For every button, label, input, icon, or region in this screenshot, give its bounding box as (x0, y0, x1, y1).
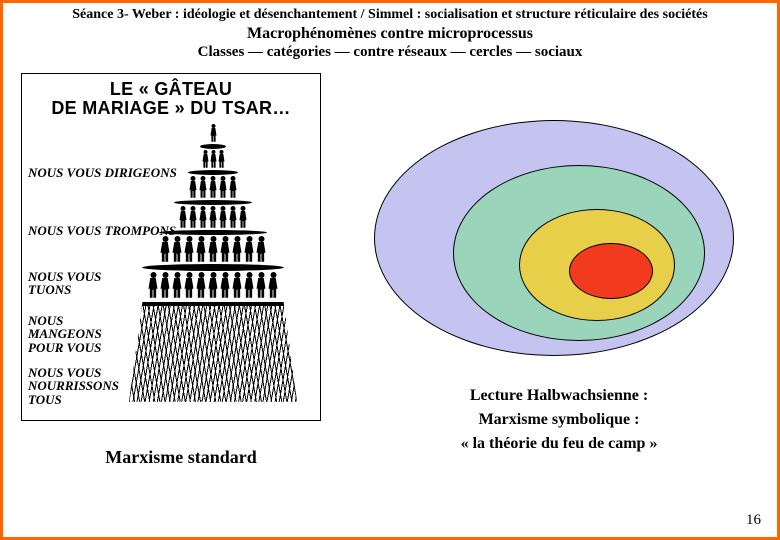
ellipse-core (569, 243, 653, 299)
right-label-1: Lecture Halbwachsienne : (359, 387, 759, 405)
cartoon-caption-5: NOUS VOUS NOURRISSONS TOUS (28, 366, 119, 407)
cartoon-panel: LE « GÂTEAU DE MARIAGE » DU TSAR… (21, 73, 321, 421)
right-text-block: Lecture Halbwachsienne : Marxisme symbol… (359, 381, 759, 453)
right-column: Lecture Halbwachsienne : Marxisme symbol… (359, 73, 759, 468)
header-line-2: Macrophénomènes contre microprocessus (11, 25, 769, 43)
header-line-1: Séance 3- Weber : idéologie et désenchan… (11, 7, 769, 23)
left-column: LE « GÂTEAU DE MARIAGE » DU TSAR… (21, 73, 341, 468)
page-number: 16 (746, 512, 761, 529)
cartoon-body: NOUS VOUS DIRIGEONS NOUS VOUS TROMPONS N… (30, 122, 312, 412)
header: Séance 3- Weber : idéologie et désenchan… (3, 3, 777, 61)
cartoon-caption-4: NOUS MANGEONS POUR VOUS (28, 314, 102, 355)
cartoon-caption-3: NOUS VOUS TUONS (28, 270, 101, 297)
left-label: Marxisme standard (21, 447, 341, 468)
cartoon-caption-1: NOUS VOUS DIRIGEONS (28, 166, 177, 180)
cartoon-title-1: LE « GÂTEAU (110, 79, 232, 99)
right-label-3: « la théorie du feu de camp » (359, 435, 759, 453)
content: LE « GÂTEAU DE MARIAGE » DU TSAR… (3, 61, 777, 468)
cartoon-title: LE « GÂTEAU DE MARIAGE » DU TSAR… (30, 80, 312, 118)
cartoon-title-2: DE MARIAGE » DU TSAR… (51, 98, 290, 118)
cartoon-caption-2: NOUS VOUS TROMPONS (28, 224, 176, 238)
header-line-3: Classes — catégories — contre réseaux — … (11, 44, 769, 61)
right-label-2: Marxisme symbolique : (359, 411, 759, 429)
concentric-ellipses-diagram (369, 113, 739, 363)
